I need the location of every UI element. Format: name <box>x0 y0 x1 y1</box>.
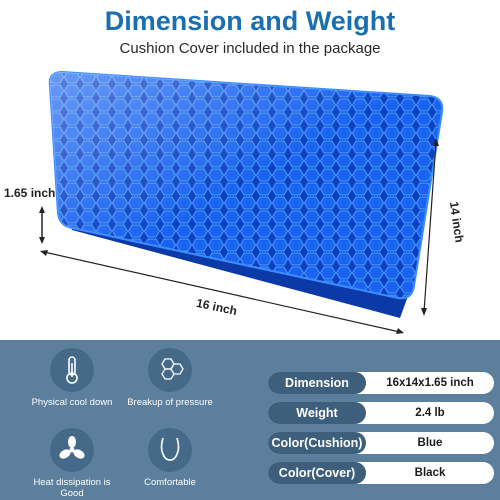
width-arrow-right <box>396 328 404 334</box>
feature-label: Breakup of pressure <box>127 397 213 408</box>
spec-key: Color(Cushion) <box>268 432 366 454</box>
height-arrow-top <box>39 206 45 213</box>
feature-label: Heat dissipation is Good <box>33 477 111 499</box>
page-subtitle: Cushion Cover included in the package <box>119 40 381 57</box>
cushion-shine <box>49 72 443 299</box>
width-dim-line <box>43 251 401 333</box>
thermometer-icon <box>50 348 94 392</box>
body-icon <box>148 428 192 472</box>
spec-value: Black <box>414 467 446 479</box>
feature-comfort: Comfortable <box>120 428 220 488</box>
feature-heat: Heat dissipation is Good <box>22 428 122 499</box>
fan-icon <box>50 428 94 472</box>
height-label: 1.65 inch <box>4 186 56 200</box>
spec-key: Weight <box>268 402 366 424</box>
spec-key: Dimension <box>268 372 366 394</box>
feature-cool: Physical cool down <box>22 348 122 408</box>
depth-arrow-top <box>433 138 439 146</box>
width-arrow-left <box>40 250 48 256</box>
page-title: Dimension and Weight <box>104 6 396 36</box>
cushion-image <box>39 70 444 334</box>
feature-pressure: Breakup of pressure <box>120 348 220 408</box>
spec-row-dimension: Dimension 16x14x1.65 inch <box>268 372 494 394</box>
spec-row-weight: Weight 2.4 lb <box>268 402 494 424</box>
features-panel: Physical cool down Breakup of pressure H… <box>0 340 500 500</box>
feature-label: Comfortable <box>144 477 196 488</box>
spec-row-cover-color: Color(Cover) Black <box>268 462 494 484</box>
honeycomb-icon <box>148 348 192 392</box>
depth-dim-line <box>423 141 437 313</box>
spec-row-cushion-color: Color(Cushion) Blue <box>268 432 494 454</box>
feature-label: Physical cool down <box>31 397 113 408</box>
spec-value: 16x14x1.65 inch <box>386 377 474 389</box>
spec-value: Blue <box>417 437 443 449</box>
height-arrow-bottom <box>39 237 45 244</box>
depth-arrow-bottom <box>421 308 427 316</box>
spec-value: 2.4 lb <box>415 407 445 419</box>
product-section: Dimension and Weight Cushion Cover inclu… <box>4 6 467 334</box>
spec-key: Color(Cover) <box>268 462 366 484</box>
